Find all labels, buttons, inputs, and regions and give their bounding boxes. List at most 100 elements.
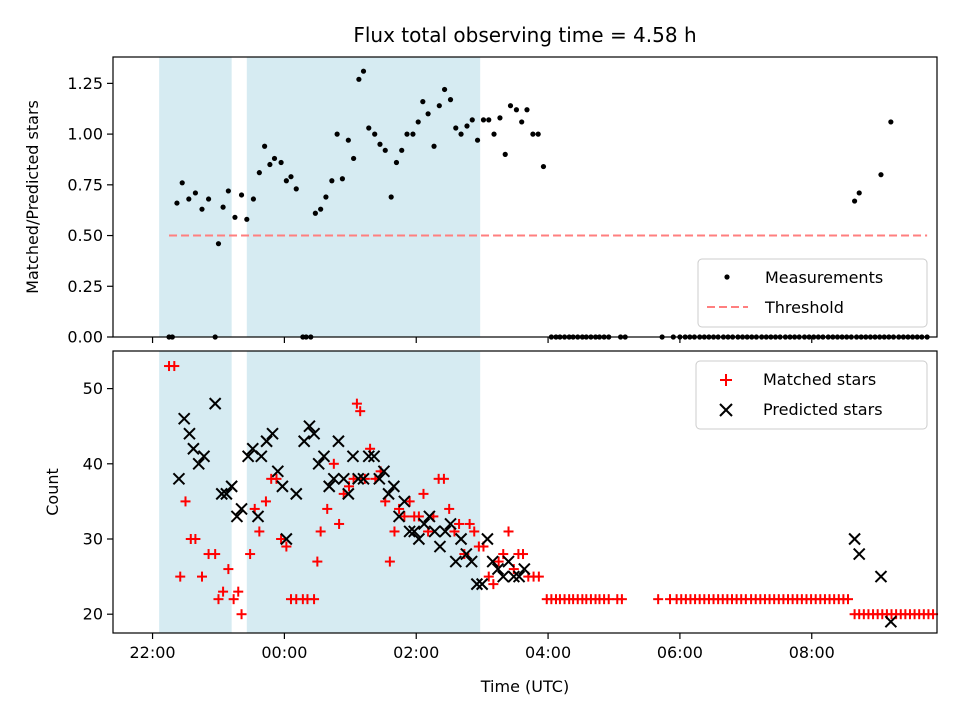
predicted-star-point [502, 555, 515, 568]
measurement-point [425, 111, 431, 117]
measurement-point [262, 143, 268, 149]
predicted-star-point [392, 510, 406, 523]
predicted-star-point [465, 555, 478, 568]
predicted-star-point [357, 472, 370, 486]
bottom-x-tick-label: 04:00 [525, 643, 571, 662]
matched-star-point [228, 594, 239, 605]
matched-star-point [603, 594, 614, 605]
measurement-point [179, 180, 185, 186]
matched-star-point [218, 586, 229, 597]
bottom-plot-frame [112, 350, 938, 634]
matched-star-point [503, 526, 514, 537]
measurement-point [377, 141, 383, 147]
measurement-point [345, 137, 351, 143]
predicted-star-point [512, 570, 526, 583]
predicted-star-point [271, 465, 285, 478]
matched-star-point [464, 518, 475, 529]
predicted-star-point [297, 435, 311, 448]
measurement-point [205, 196, 212, 202]
top-shaded-interval-2 [246, 57, 481, 337]
measurement-point [334, 131, 340, 137]
predicted-star-point [439, 525, 452, 538]
measurement-point [382, 147, 388, 153]
threshold-legend-label: Threshold [764, 298, 844, 317]
matched-stars-points [164, 361, 939, 620]
predicted-star-point [497, 570, 510, 583]
measurement-point [513, 107, 520, 113]
measurement-point [856, 190, 862, 196]
measurement-point [491, 131, 497, 137]
predicted-star-point [362, 450, 375, 463]
predicted-star-point [433, 540, 447, 553]
predicted-star-point [352, 472, 365, 486]
top-y-tick-label: 0.50 [67, 226, 103, 245]
predicted-star-point [853, 547, 866, 561]
measurement-point [220, 204, 226, 210]
matched-star-point [223, 564, 234, 575]
measurement-point [283, 178, 289, 184]
measurement-point [436, 103, 442, 109]
matched-star-point [928, 609, 939, 620]
predicted-legend-label: Predicted stars [763, 400, 883, 419]
predicted-star-point [187, 442, 200, 455]
bottom-y-tick-label: 20 [83, 605, 103, 624]
measurement-point [271, 155, 278, 162]
matched-star-point [389, 526, 400, 537]
predicted-star-point [408, 525, 421, 538]
measurement-point [312, 210, 318, 216]
predicted-star-point [290, 487, 303, 501]
predicted-star-point [197, 450, 211, 463]
bottom-y-axis: 20 30 40 50 [83, 379, 113, 624]
measurement-point [507, 103, 514, 109]
measurement-point [356, 76, 362, 82]
predicted-star-point [449, 555, 462, 568]
predicted-star-point [382, 487, 395, 501]
measurement-point [293, 186, 299, 192]
top-shaded-interval-1 [159, 57, 232, 337]
measurement-point [318, 206, 324, 212]
predicted-star-point [518, 562, 531, 576]
top-y-tick-label: 0.75 [67, 175, 103, 194]
predicted-star-point [884, 615, 898, 628]
predicted-star-point [403, 525, 416, 538]
measurement-point [366, 125, 372, 131]
matched-star-point [175, 571, 186, 582]
measurement-point [540, 163, 547, 170]
matched-star-point [469, 526, 480, 537]
matched-star-point [169, 361, 180, 372]
measurement-point [404, 131, 410, 137]
predicted-star-point [317, 450, 331, 463]
matched-star-point [334, 518, 345, 529]
measurement-point [524, 107, 530, 113]
measurement-point [447, 97, 454, 103]
top-y-axis: 0.00 0.25 0.50 0.75 1.00 1.25 [67, 74, 113, 347]
top-y-tick-label: 1.25 [67, 74, 103, 93]
top-panel: 0.00 0.25 0.50 0.75 1.00 1.25 Flux total obse… [23, 23, 938, 347]
predicted-star-point [481, 532, 494, 546]
matched-star-point [404, 496, 415, 507]
matched-legend-label: Matched stars [763, 370, 876, 389]
top-x-axis [151, 337, 813, 343]
predicted-star-point [332, 435, 345, 448]
measurement-point [323, 194, 329, 200]
top-legend: Measurements Threshold [697, 258, 928, 328]
predicted-star-point [307, 427, 321, 440]
measurement-point [415, 119, 421, 125]
matched-star-point [196, 571, 207, 582]
x-axis-label: Time (UTC) [480, 677, 569, 696]
top-shaded-intervals [159, 57, 481, 337]
predicted-star-point [874, 570, 888, 583]
predicted-star-point [192, 457, 205, 471]
predicted-star-point [303, 419, 316, 433]
measurement-point [469, 117, 475, 123]
measurement-point [878, 172, 884, 178]
predicted-star-point [327, 472, 341, 486]
matched-star-point [488, 579, 499, 590]
predicted-star-point [454, 532, 468, 546]
measurement-point [464, 123, 470, 129]
bottom-x-tick-label: 06:00 [657, 643, 703, 662]
predicted-star-point [491, 562, 505, 576]
measurement-point [215, 241, 222, 247]
measurement-point [453, 125, 459, 131]
